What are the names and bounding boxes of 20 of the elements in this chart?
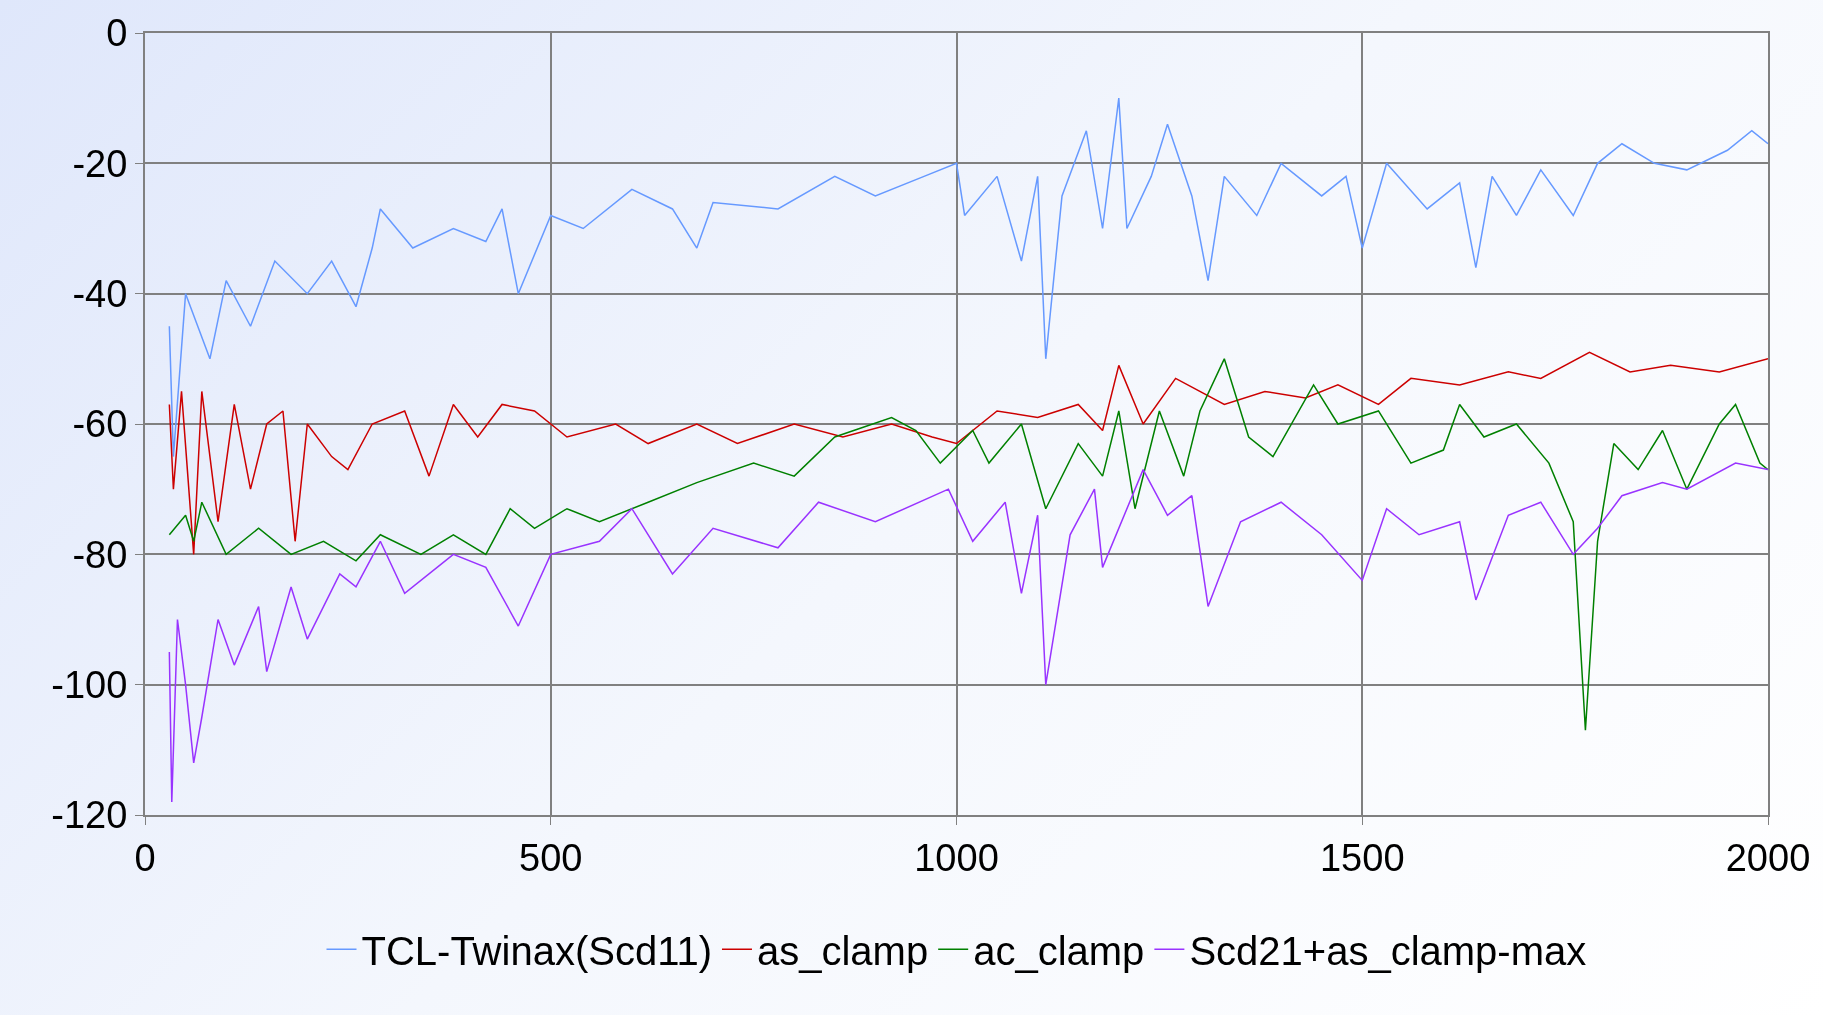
x-tick-label: 1500 — [1319, 836, 1405, 879]
line-series — [168, 97, 1768, 458]
legend-label: as_clamp — [756, 928, 929, 973]
x-tick-label: 500 — [519, 836, 583, 879]
legend-label: Scd21+as_clamp-max — [1189, 928, 1587, 973]
y-tick-label: -100 — [51, 663, 128, 706]
line-series — [168, 351, 1768, 556]
x-tick-label: 2000 — [1725, 836, 1811, 879]
x-tick-label: 0 — [134, 836, 156, 879]
y-tick-label: -60 — [72, 403, 128, 446]
line-series — [168, 462, 1768, 803]
y-tick-label: 0 — [106, 12, 128, 55]
y-tick-label: -80 — [72, 533, 128, 576]
y-tick-label: -20 — [72, 142, 128, 185]
y-tick-label: -120 — [51, 794, 128, 837]
legend-label: TCL-Twinax(Scd11) — [361, 928, 712, 973]
y-tick-label: -40 — [72, 272, 128, 315]
x-tick-label: 1000 — [914, 836, 999, 879]
legend-label: ac_clamp — [973, 928, 1145, 973]
line-series — [168, 358, 1768, 732]
